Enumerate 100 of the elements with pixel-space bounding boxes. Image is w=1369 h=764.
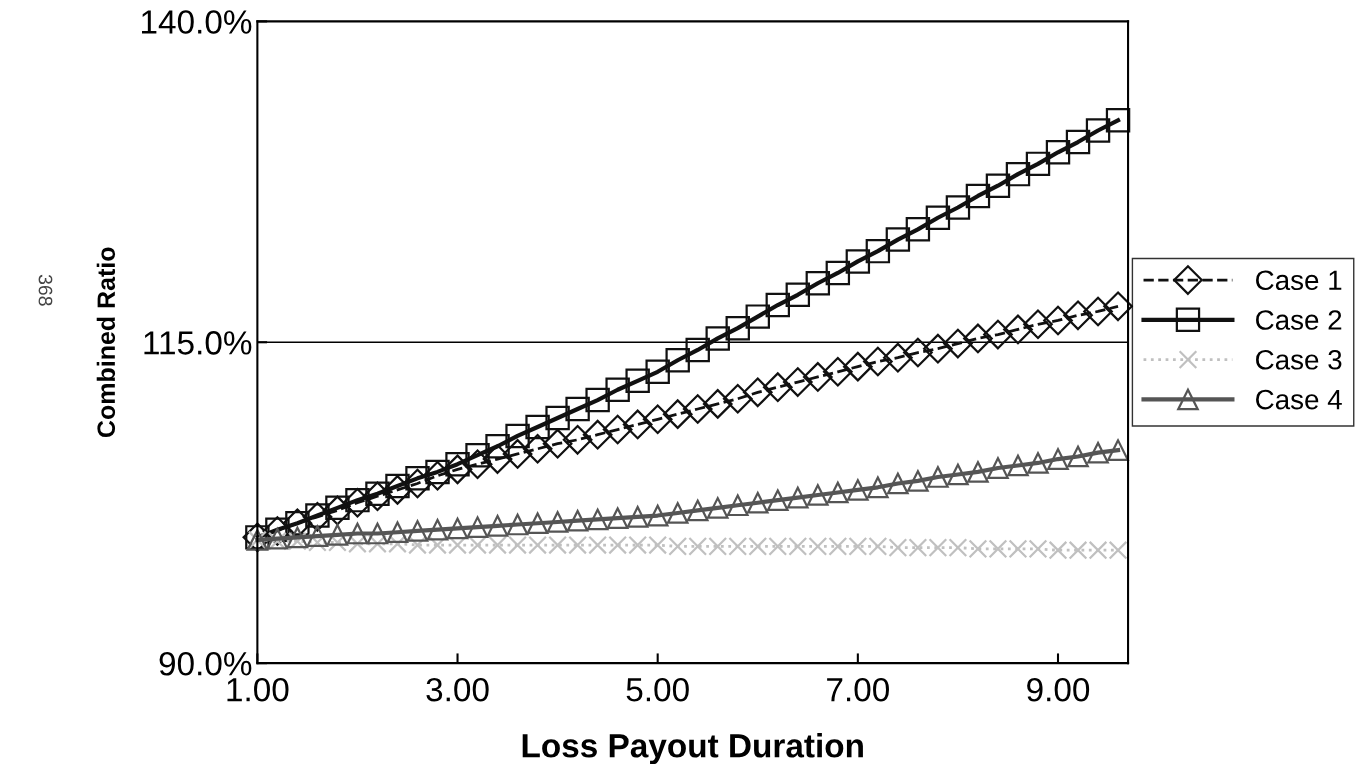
point: [1103, 291, 1133, 322]
point: [622, 409, 653, 440]
point: [1085, 118, 1111, 143]
point: [665, 348, 690, 373]
point: [1003, 314, 1033, 345]
point: [306, 525, 329, 547]
point: [1043, 305, 1073, 336]
point: [883, 342, 913, 373]
point: [642, 404, 673, 435]
point: [562, 424, 593, 455]
point: [1025, 151, 1051, 177]
point: [845, 249, 871, 274]
point: [842, 351, 873, 382]
point: [1063, 300, 1093, 331]
point: [1045, 140, 1071, 165]
x-tick-label: 9.00: [1027, 677, 1090, 702]
point: [625, 368, 650, 393]
point: [847, 479, 869, 501]
point: [462, 449, 493, 480]
point: [726, 494, 749, 517]
text: 368: [38, 274, 53, 306]
point: [525, 414, 550, 440]
point: [822, 356, 853, 387]
point: [802, 362, 833, 392]
point: [865, 238, 891, 264]
point: [426, 518, 449, 541]
point: [505, 423, 530, 449]
point: [1005, 161, 1031, 187]
point: [965, 183, 991, 209]
point: [1007, 454, 1029, 477]
point: [705, 326, 730, 351]
point: [983, 319, 1013, 350]
legend-label: Case 1: [1256, 270, 1342, 291]
point: [366, 522, 389, 545]
point: [602, 414, 633, 445]
point: [482, 444, 513, 474]
point: [546, 511, 569, 533]
point: [1047, 448, 1069, 470]
point: [903, 337, 933, 368]
point: [785, 282, 811, 307]
x-tick-label: 5.00: [626, 677, 689, 702]
point: [745, 304, 770, 329]
point: [867, 476, 889, 499]
point: [605, 377, 630, 402]
x-tick-label: 1.00: [227, 677, 289, 702]
point: [542, 428, 573, 459]
point: [887, 472, 909, 495]
point: [565, 396, 590, 422]
point: [446, 517, 469, 540]
point: [626, 506, 649, 528]
point: [585, 387, 610, 413]
point: [722, 383, 753, 414]
point: [706, 497, 729, 519]
point: [806, 484, 829, 506]
point: [762, 372, 793, 403]
point: [442, 454, 473, 485]
point: [925, 205, 951, 230]
point: [645, 359, 670, 385]
point: [422, 460, 453, 491]
point: [967, 461, 989, 483]
point: [486, 514, 509, 537]
point: [682, 394, 713, 424]
point: [425, 459, 450, 485]
point: [825, 260, 851, 286]
point: [326, 523, 349, 546]
point: [685, 337, 710, 363]
x-axis-title: Loss Payout Duration: [522, 733, 863, 764]
point: [566, 509, 589, 532]
point: [905, 217, 931, 242]
point: [522, 433, 553, 464]
point: [582, 419, 613, 450]
point: [702, 389, 733, 419]
point: [406, 520, 429, 542]
point: [725, 315, 750, 341]
legend-label: Case 3: [1256, 349, 1342, 370]
point: [805, 271, 831, 296]
point: [885, 227, 911, 252]
point: [766, 489, 789, 511]
point: [923, 333, 953, 364]
point: [827, 481, 849, 504]
point: [606, 507, 629, 529]
point: [907, 470, 929, 492]
legend-label: Case 4: [1256, 389, 1342, 410]
point: [1023, 309, 1053, 340]
point: [662, 399, 693, 430]
point: [1027, 452, 1049, 474]
point: [786, 486, 809, 509]
point: [646, 504, 669, 527]
point: [686, 499, 709, 522]
point: [927, 466, 949, 488]
point: [742, 377, 773, 408]
point: [746, 491, 769, 514]
y-tick-label: 140.0%: [142, 10, 252, 34]
x-tick-label: 7.00: [827, 677, 889, 702]
y-tick-label: 115.0%: [144, 331, 252, 355]
point: [963, 323, 993, 354]
point: [666, 502, 689, 524]
point: [945, 195, 971, 220]
point: [386, 521, 409, 544]
point: [586, 508, 609, 531]
